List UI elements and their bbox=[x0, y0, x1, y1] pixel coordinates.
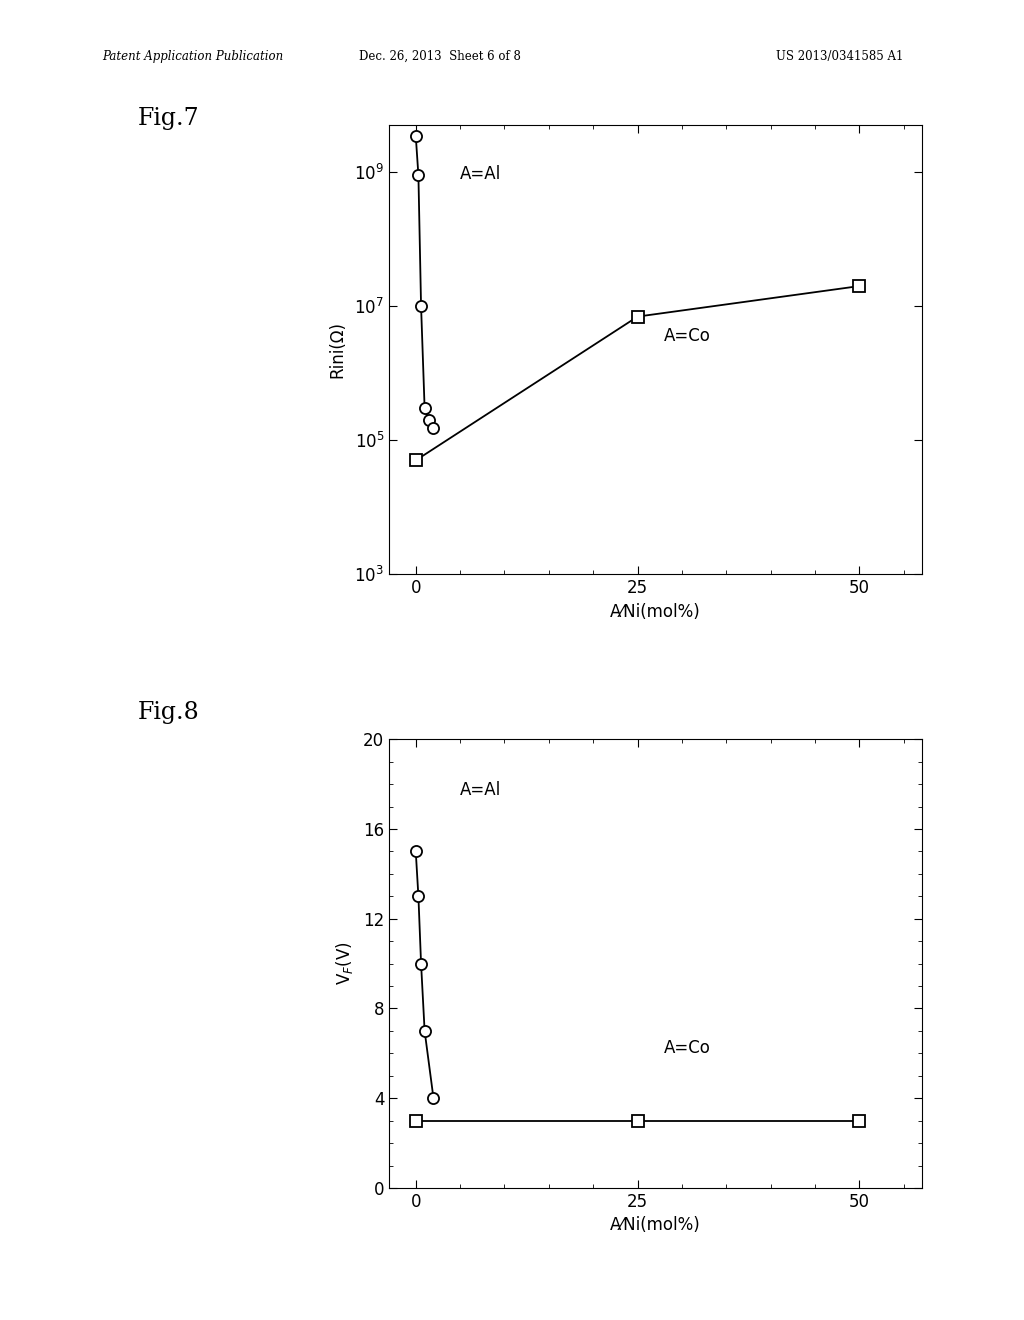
Text: US 2013/0341585 A1: US 2013/0341585 A1 bbox=[776, 50, 903, 63]
Y-axis label: Rini(Ω): Rini(Ω) bbox=[328, 321, 346, 379]
Text: A=Co: A=Co bbox=[665, 1039, 711, 1057]
Text: Dec. 26, 2013  Sheet 6 of 8: Dec. 26, 2013 Sheet 6 of 8 bbox=[359, 50, 521, 63]
X-axis label: A⁄Ni(mol%): A⁄Ni(mol%) bbox=[610, 603, 700, 620]
Text: A=Al: A=Al bbox=[460, 165, 502, 182]
X-axis label: A⁄Ni(mol%): A⁄Ni(mol%) bbox=[610, 1217, 700, 1234]
Text: Fig.7: Fig.7 bbox=[138, 107, 200, 131]
Text: Fig.8: Fig.8 bbox=[138, 701, 200, 725]
Text: A=Al: A=Al bbox=[460, 781, 502, 800]
Y-axis label: V$_F$(V): V$_F$(V) bbox=[334, 941, 354, 986]
Text: A=Co: A=Co bbox=[665, 327, 711, 346]
Text: Patent Application Publication: Patent Application Publication bbox=[102, 50, 284, 63]
